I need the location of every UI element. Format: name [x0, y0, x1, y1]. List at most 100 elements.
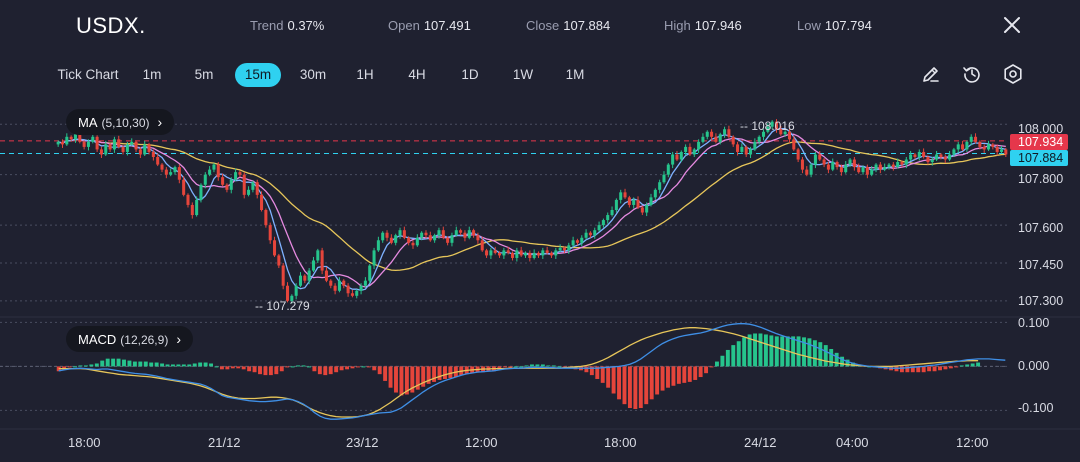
candle-body: [549, 252, 553, 256]
macd-histogram-bar: [731, 345, 736, 367]
candle-body: [268, 225, 272, 241]
candle-body: [948, 154, 952, 160]
candle-body: [433, 235, 437, 241]
timeframe-1m[interactable]: 1m: [142, 67, 162, 82]
candle-body: [134, 141, 138, 150]
candle-body: [571, 240, 575, 246]
chart-settings-button[interactable]: [1001, 62, 1025, 86]
candle-body: [130, 141, 134, 145]
macd-histogram-bar: [394, 366, 398, 393]
candle-body: [485, 250, 489, 256]
timeframe-5m[interactable]: 5m: [194, 67, 214, 82]
macd-histogram-bar: [938, 366, 942, 371]
candle-body: [922, 151, 926, 157]
macd-histogram-bar: [899, 366, 904, 373]
reset-chart-button[interactable]: [960, 62, 984, 86]
candle-body: [138, 149, 142, 155]
macd-histogram-bar: [807, 338, 812, 367]
macd-histogram-bar: [769, 335, 774, 367]
candle-body: [350, 293, 354, 296]
macd-histogram-bar: [388, 366, 393, 388]
macd-histogram-bar: [230, 366, 235, 369]
macd-histogram-bar: [350, 366, 355, 369]
macd-histogram-bar: [715, 361, 719, 367]
macd-histogram-bar: [138, 361, 143, 367]
candle-body: [463, 232, 467, 238]
macd-histogram-bar: [171, 364, 175, 367]
candle-body: [809, 164, 813, 175]
candle-body: [143, 144, 147, 155]
candle-body: [229, 179, 233, 190]
macd-histogram-bar: [399, 366, 404, 396]
timeframe-30m[interactable]: 30m: [299, 67, 327, 82]
candle-body: [78, 134, 82, 142]
macd-histogram-bar: [932, 366, 937, 372]
draw-tool-button[interactable]: [919, 62, 943, 86]
candle-body: [783, 131, 787, 135]
candle-body: [870, 169, 874, 175]
candle-body: [329, 280, 333, 286]
candle-body: [372, 250, 376, 266]
candle-body: [437, 230, 441, 236]
timeframe-tick-chart[interactable]: Tick Chart: [57, 67, 119, 82]
candle-body: [523, 252, 528, 256]
macd-histogram-bar: [921, 366, 926, 373]
macd-panel: [0, 323, 1008, 420]
candle-body: [173, 167, 177, 173]
candle-body: [502, 250, 506, 256]
candle-body: [164, 169, 168, 175]
macd-indicator-pill[interactable]: MACD (12,26,9) ›: [66, 326, 193, 352]
candle-body: [277, 255, 281, 266]
candle-body: [995, 146, 999, 152]
price-tick: 107.450: [1018, 258, 1063, 272]
time-tick: 24/12: [744, 435, 777, 450]
macd-histogram-bar: [676, 366, 681, 384]
ask-price-tag: [1010, 134, 1068, 150]
macd-histogram-bar: [562, 366, 567, 368]
macd-histogram-bar: [122, 359, 126, 367]
macd-histogram-bar: [725, 349, 730, 367]
timeframe-1w[interactable]: 1W: [512, 67, 534, 82]
macd-histogram-bar: [301, 365, 306, 367]
candle-body: [99, 149, 103, 155]
candle-body: [900, 162, 904, 165]
candle-body: [718, 134, 722, 142]
macd-histogram-bar: [742, 337, 747, 367]
macd-histogram-bar: [916, 366, 921, 373]
macd-histogram-bar: [323, 366, 328, 376]
trend-stat: Trend 0.37%: [250, 18, 324, 33]
timeframe-1d[interactable]: 1D: [461, 67, 479, 82]
candle-body: [935, 154, 939, 160]
close-button[interactable]: [1001, 14, 1023, 36]
candle-body: [402, 230, 406, 238]
macd-histogram-bar: [143, 361, 148, 367]
candle-body: [260, 194, 264, 210]
candle-body: [255, 182, 259, 195]
candle-body: [567, 245, 571, 251]
candle-body: [692, 149, 696, 155]
macd-histogram-bar: [94, 363, 99, 367]
candle-body: [368, 265, 372, 281]
macd-histogram-bar: [796, 336, 801, 367]
ma-indicator-pill[interactable]: MA (5,10,30) ›: [66, 109, 175, 135]
candle-body: [273, 240, 277, 256]
timeframe-15m[interactable]: 15m: [235, 63, 281, 87]
candle-body: [684, 146, 688, 152]
candle-body: [991, 144, 995, 147]
candle-body: [450, 235, 454, 243]
candle-body: [623, 192, 627, 198]
timeframe-1h[interactable]: 1H: [356, 67, 374, 82]
macd-histogram-bar: [753, 333, 757, 367]
candle-body: [878, 164, 882, 170]
timeframe-1m-month[interactable]: 1M: [565, 67, 585, 82]
timeframe-4h[interactable]: 4H: [408, 67, 426, 82]
candle-body: [91, 136, 95, 142]
candle-body: [848, 159, 852, 165]
price-tick: 108.000: [1018, 122, 1063, 136]
macd-histogram-bar: [355, 366, 360, 368]
open-label: Open: [388, 18, 420, 33]
macd-histogram-bar: [448, 366, 453, 379]
candle-body: [472, 230, 476, 236]
candle-body: [337, 280, 341, 291]
